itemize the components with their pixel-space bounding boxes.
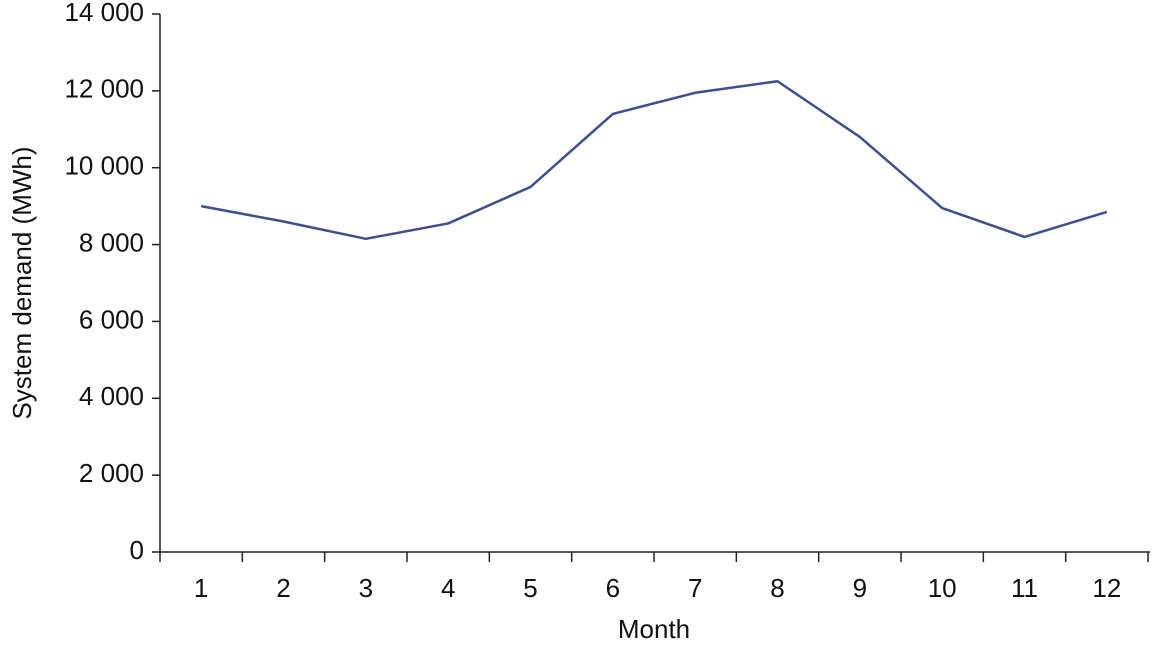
y-tick-label: 2 000 — [79, 458, 144, 488]
y-axis-label: System demand (MWh) — [7, 146, 37, 419]
y-tick-label: 10 000 — [64, 151, 144, 181]
x-tick-label: 9 — [853, 573, 867, 603]
y-tick-label: 4 000 — [79, 381, 144, 411]
y-tick-label: 12 000 — [64, 74, 144, 104]
x-tick-label: 4 — [441, 573, 455, 603]
x-tick-label: 3 — [359, 573, 373, 603]
y-tick-label: 14 000 — [64, 0, 144, 27]
x-tick-label: 11 — [1011, 573, 1038, 603]
x-tick-label: 6 — [606, 573, 620, 603]
x-tick-label: 7 — [688, 573, 702, 603]
y-tick-label: 0 — [130, 535, 144, 565]
x-tick-label: 12 — [1092, 573, 1121, 603]
x-axis-label: Month — [618, 614, 690, 644]
x-tick-label: 1 — [194, 573, 208, 603]
x-tick-label: 8 — [770, 573, 784, 603]
data-line — [200, 80, 1108, 241]
y-tick-label: 8 000 — [79, 227, 144, 257]
x-tick-label: 10 — [928, 573, 957, 603]
x-tick-label: 5 — [523, 573, 537, 603]
y-tick-label: 6 000 — [79, 304, 144, 334]
x-tick-label: 2 — [276, 573, 290, 603]
